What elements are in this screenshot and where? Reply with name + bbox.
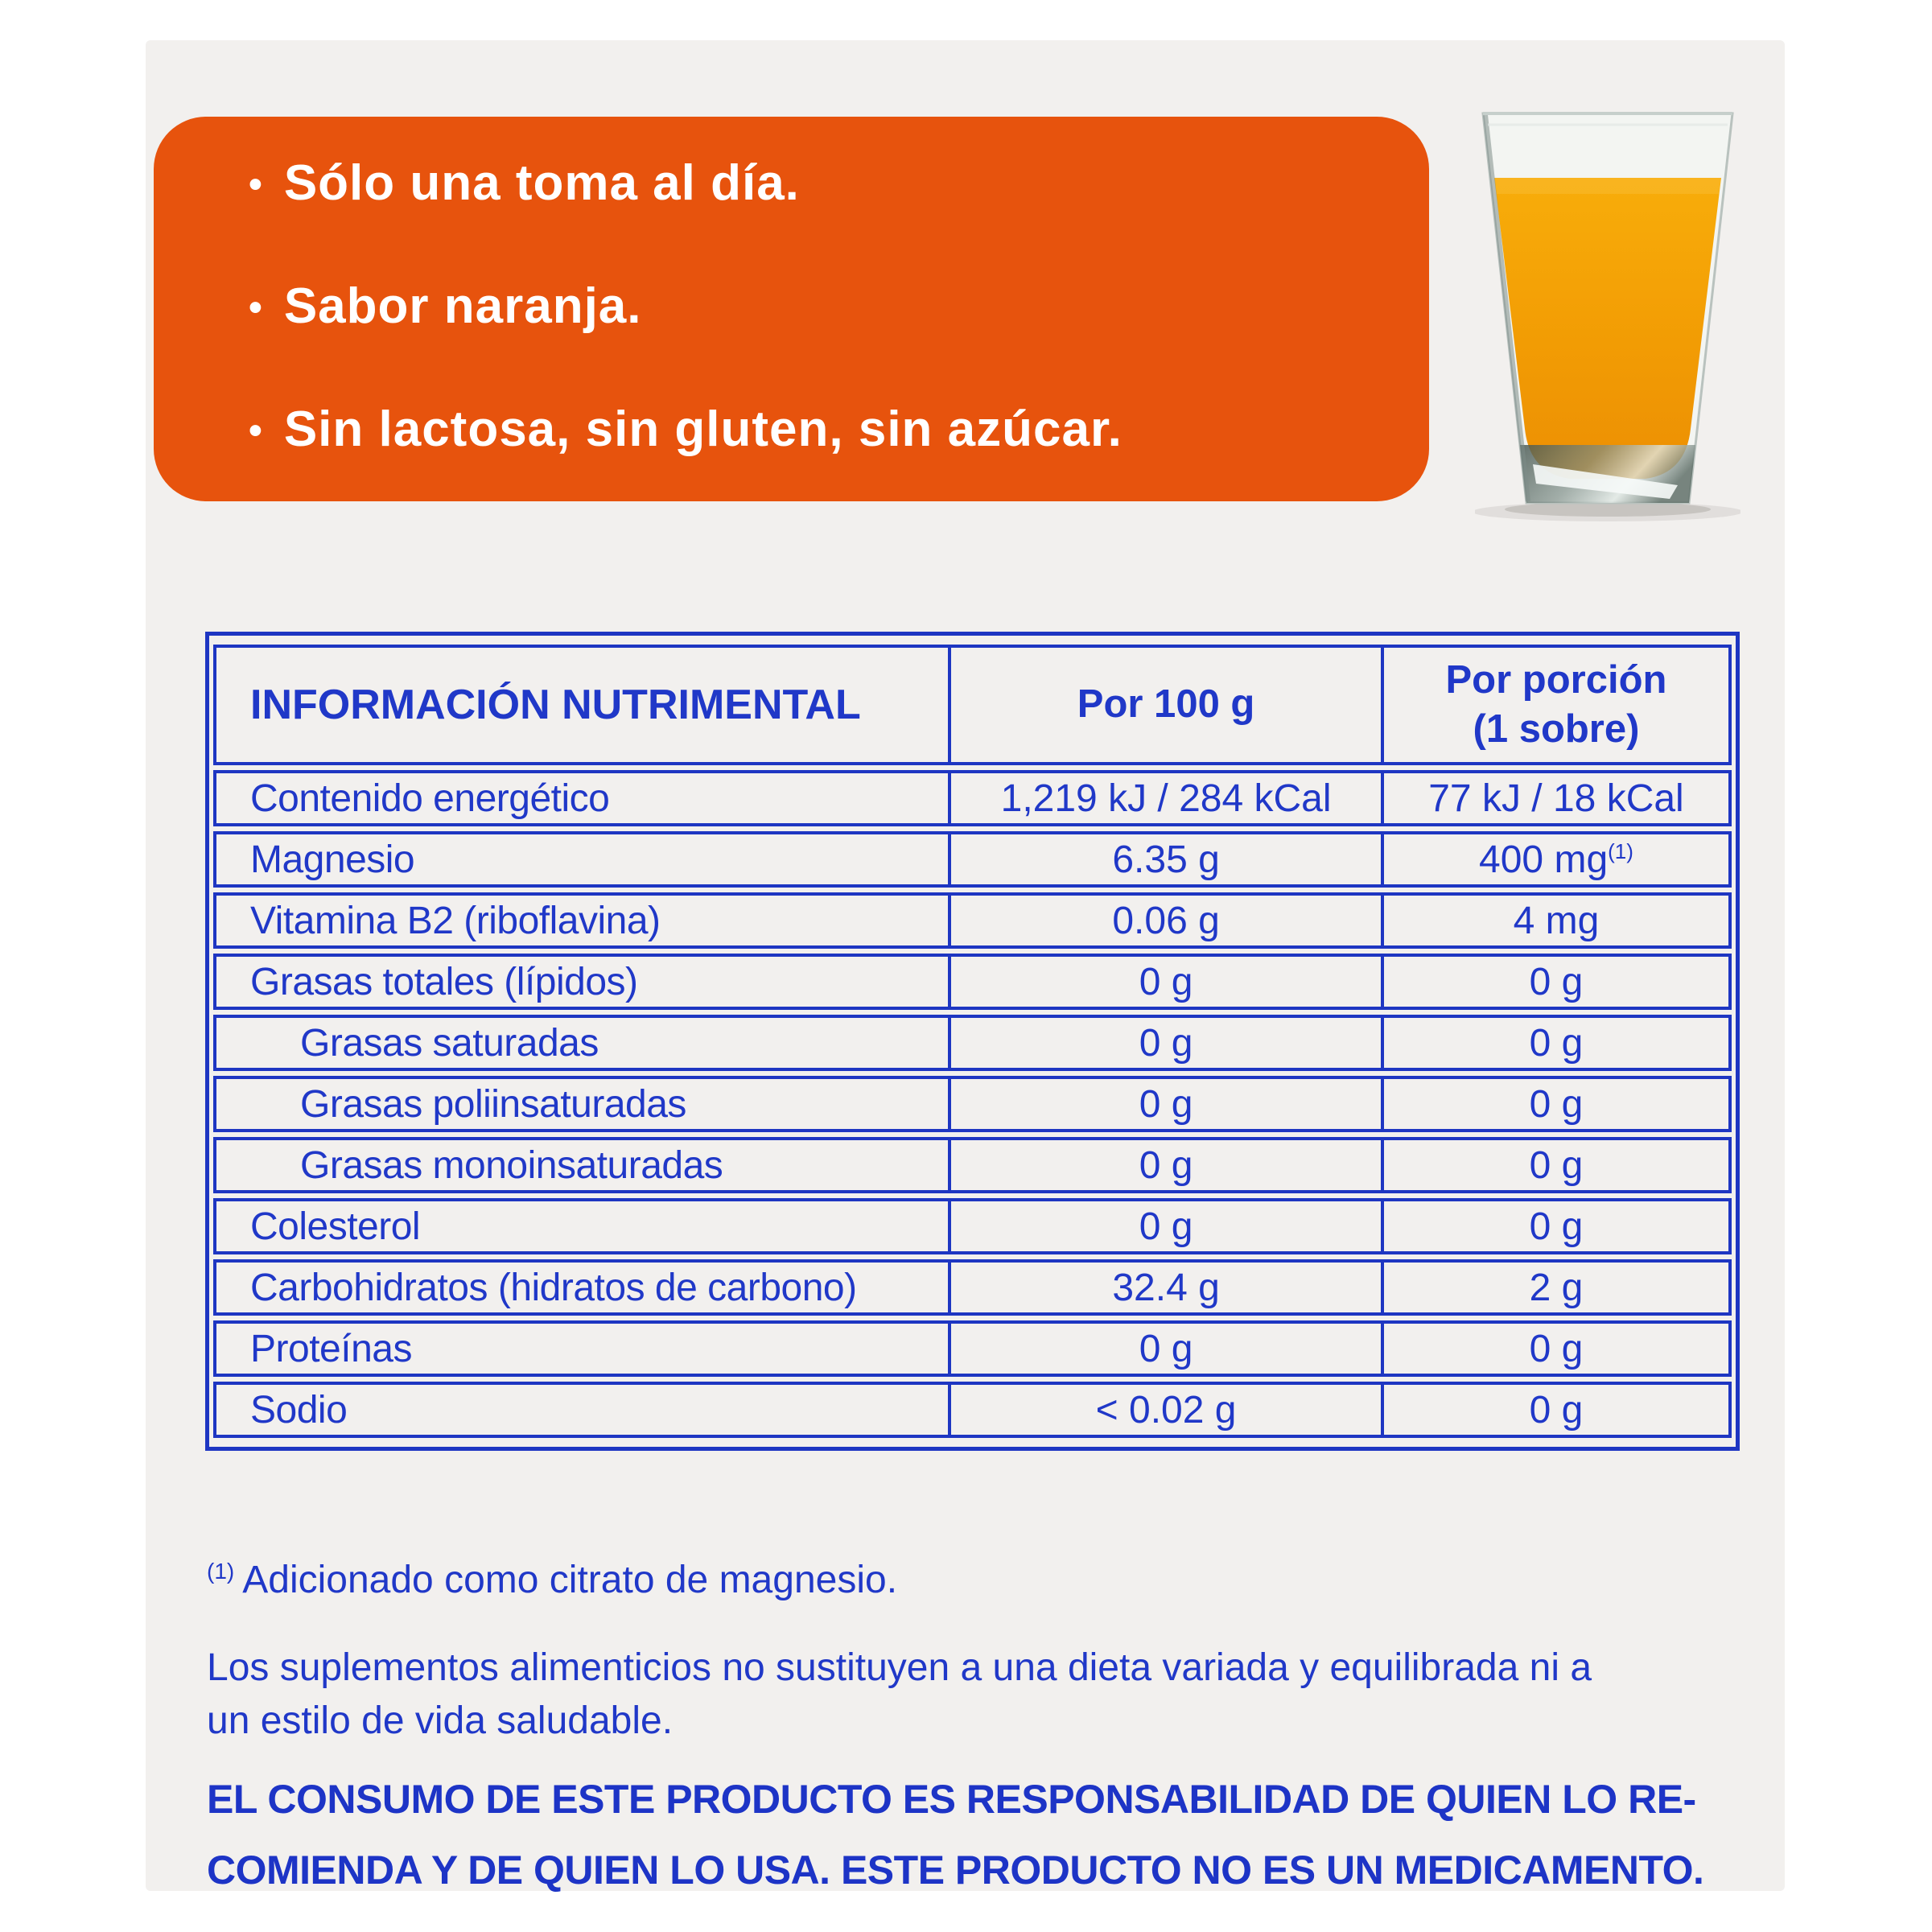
benefit-bullet-item: • Sólo una toma al día. [249, 159, 1397, 208]
value-per-100g: 1,219 kJ / 284 kCal [950, 770, 1382, 826]
benefits-banner: • Sólo una toma al día. • Sabor naranja.… [154, 117, 1429, 501]
benefit-bullet-item: • Sabor naranja. [249, 282, 1397, 332]
disclaimer-line: Los suplementos alimenticios no sustituy… [207, 1646, 1592, 1689]
table-row: Carbohidratos (hidratos de carbono) 32.4… [213, 1259, 1732, 1316]
magnesium-footnote: (1) Adicionado como citrato de magnesio. [207, 1558, 897, 1602]
row-label: Grasas saturadas [213, 1015, 950, 1071]
value-per-100g: < 0.02 g [950, 1382, 1382, 1438]
footnote-text: Adicionado como citrato de magnesio. [242, 1559, 898, 1601]
row-label: Grasas monoinsaturadas [213, 1137, 950, 1193]
table-row: Grasas monoinsaturadas 0 g 0 g [213, 1137, 1732, 1193]
value-text: 400 mg [1479, 838, 1609, 881]
table-header-row: INFORMACIÓN NUTRIMENTAL Por 100 g Por po… [213, 645, 1732, 765]
value-per-100g: 0 g [950, 1320, 1382, 1377]
bullet-dot-icon: • [249, 286, 263, 329]
table-row: Colesterol 0 g 0 g [213, 1198, 1732, 1254]
value-per-100g: 0 g [950, 1076, 1382, 1132]
value-per-100g: 0 g [950, 1137, 1382, 1193]
column-header-per-100g: Por 100 g [950, 645, 1382, 765]
value-per-100g: 0 g [950, 1198, 1382, 1254]
orange-juice-glass-image [1475, 112, 1740, 521]
base-highlight [1533, 464, 1678, 499]
disclaimer-line: un estilo de vida saludable. [207, 1699, 674, 1742]
table-row: Vitamina B2 (riboflavina) 0.06 g 4 mg [213, 892, 1732, 949]
value-per-portion: 0 g [1382, 1198, 1732, 1254]
value-per-portion: 0 g [1382, 1015, 1732, 1071]
juice [1494, 178, 1721, 479]
bullet-text: Sólo una toma al día. [283, 155, 800, 211]
footnote-marker: (1) [207, 1559, 235, 1584]
value-per-portion: 2 g [1382, 1259, 1732, 1316]
juice-surface [1494, 178, 1721, 194]
value-per-portion: 0 g [1382, 1382, 1732, 1438]
table-row: Magnesio 6.35 g 400 mg(1) [213, 831, 1732, 888]
nutrition-table: INFORMACIÓN NUTRIMENTAL Por 100 g Por po… [205, 632, 1740, 1451]
glass-left-edge [1483, 114, 1530, 502]
value-per-portion: 0 g [1382, 1137, 1732, 1193]
value-per-portion: 4 mg [1382, 892, 1732, 949]
supplement-disclaimer: Los suplementos alimenticios no sustituy… [207, 1642, 1740, 1748]
row-label: Grasas totales (lípidos) [213, 954, 950, 1010]
row-label: Grasas poliinsaturadas [213, 1076, 950, 1132]
table-title: INFORMACIÓN NUTRIMENTAL [213, 645, 950, 765]
table-row: Proteínas 0 g 0 g [213, 1320, 1732, 1377]
bullet-text: Sin lactosa, sin gluten, sin azúcar. [283, 402, 1123, 457]
column-header-per-portion: Por porción (1 sobre) [1382, 645, 1732, 765]
nutrition-table-grid: INFORMACIÓN NUTRIMENTAL Por 100 g Por po… [213, 640, 1732, 1443]
bullet-text: Sabor naranja. [283, 278, 642, 334]
value-per-portion: 0 g [1382, 1320, 1732, 1377]
table-row: Grasas poliinsaturadas 0 g 0 g [213, 1076, 1732, 1132]
legal-warning: EL CONSUMO DE ESTE PRODUCTO ES RESPONSAB… [207, 1764, 1752, 1905]
packaging-panel: • Sólo una toma al día. • Sabor naranja.… [146, 40, 1785, 1893]
value-per-portion: 400 mg(1) [1382, 831, 1732, 888]
row-label: Sodio [213, 1382, 950, 1438]
row-label: Carbohidratos (hidratos de carbono) [213, 1259, 950, 1316]
value-per-100g: 6.35 g [950, 831, 1382, 888]
row-label: Colesterol [213, 1198, 950, 1254]
value-per-portion: 0 g [1382, 954, 1732, 1010]
benefit-bullet-item: • Sin lactosa, sin gluten, sin azúcar. [249, 405, 1397, 455]
warning-line: EL CONSUMO DE ESTE PRODUCTO ES RESPONSAB… [207, 1777, 1696, 1822]
value-per-100g: 0 g [950, 954, 1382, 1010]
value-per-portion: 0 g [1382, 1076, 1732, 1132]
table-row: Contenido energético 1,219 kJ / 284 kCal… [213, 770, 1732, 826]
table-row: Sodio < 0.02 g 0 g [213, 1382, 1732, 1438]
table-row: Grasas totales (lípidos) 0 g 0 g [213, 954, 1732, 1010]
table-row: Grasas saturadas 0 g 0 g [213, 1015, 1732, 1071]
value-per-portion: 77 kJ / 18 kCal [1382, 770, 1732, 826]
bullet-dot-icon: • [249, 410, 263, 452]
value-per-100g: 0.06 g [950, 892, 1382, 949]
value-per-100g: 32.4 g [950, 1259, 1382, 1316]
row-label: Proteínas [213, 1320, 950, 1377]
per-portion-line1: Por porción [1445, 657, 1667, 702]
glass-shadow-core [1505, 502, 1711, 517]
row-label: Magnesio [213, 831, 950, 888]
footnote-marker: (1) [1608, 838, 1633, 863]
row-label: Vitamina B2 (riboflavina) [213, 892, 950, 949]
warning-line: COMIENDA Y DE QUIEN LO USA. ESTE PRODUCT… [207, 1848, 1704, 1893]
row-label: Contenido energético [213, 770, 950, 826]
value-per-100g: 0 g [950, 1015, 1382, 1071]
per-portion-line2: (1 sobre) [1473, 707, 1640, 751]
bullet-dot-icon: • [249, 163, 263, 206]
